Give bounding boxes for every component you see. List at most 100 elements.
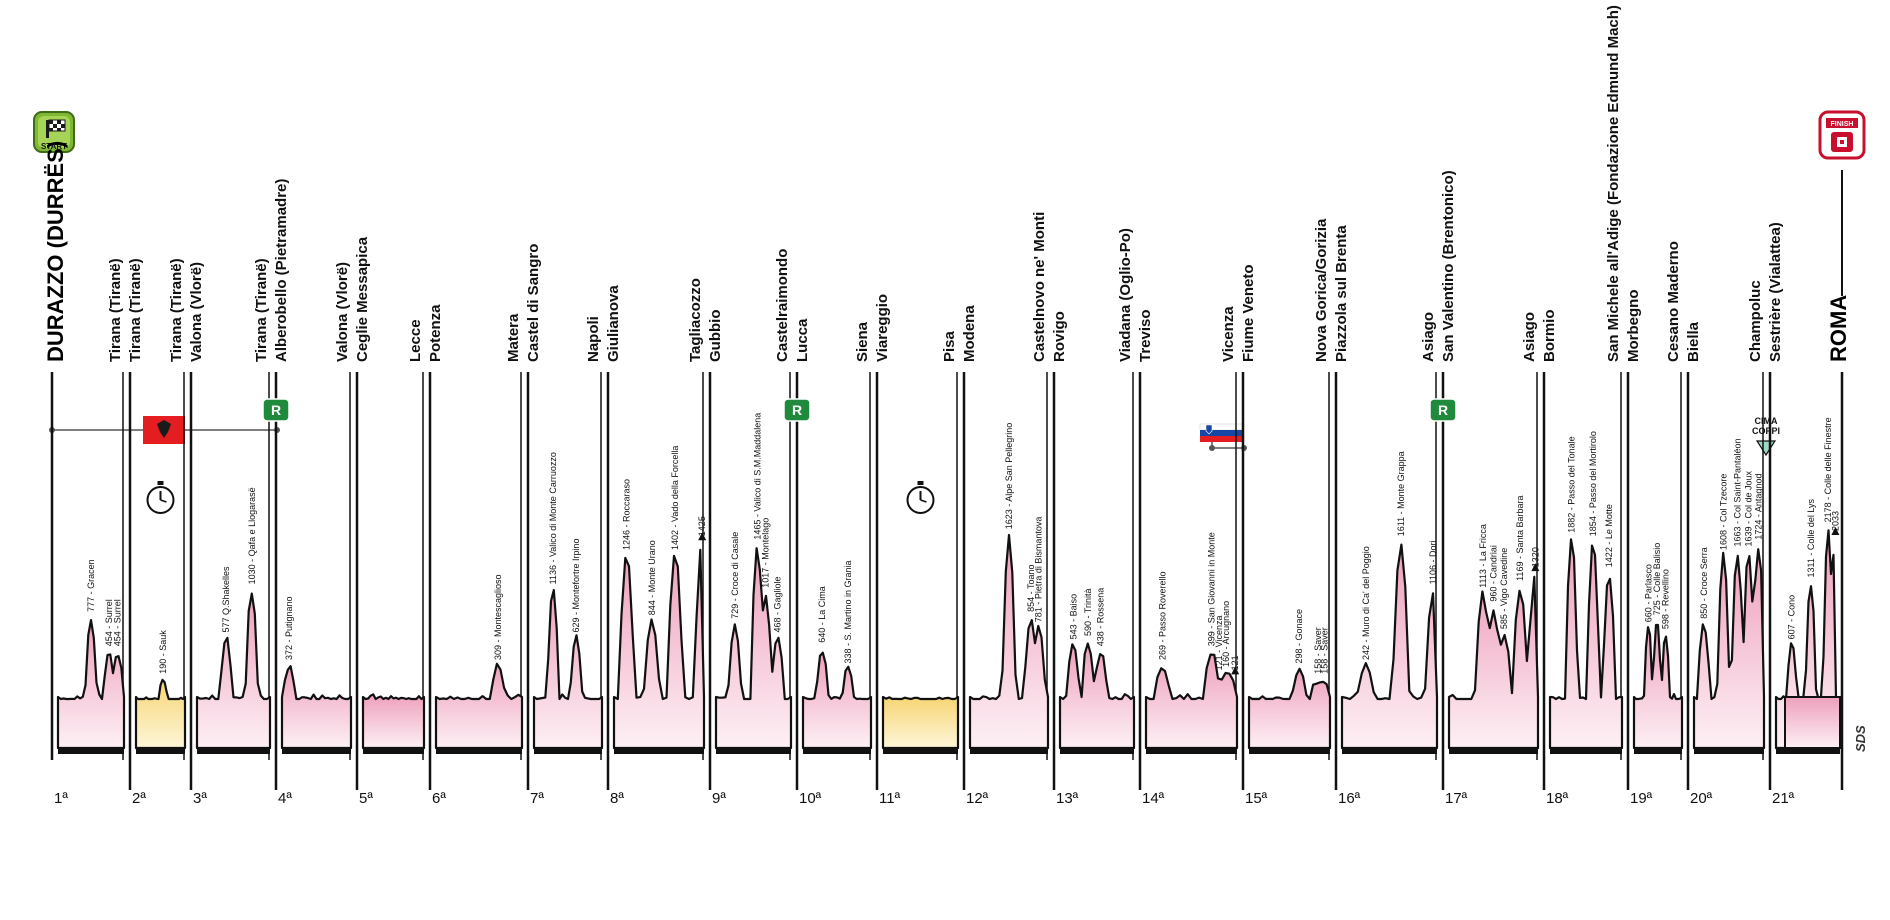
summit-arrow-icon	[1531, 563, 1540, 572]
climb-label: 1611 - Monte Grappa	[1396, 451, 1406, 536]
climb-label: 399 - San Giovanni in Monte	[1207, 532, 1217, 646]
climb-label: 242 - Muro di Ca' del Poggio	[1361, 546, 1371, 660]
climb-label: 1246 - Roccaraso	[622, 479, 632, 550]
stage-number: 16ª	[1338, 790, 1361, 807]
climb-label: 269 - Passo Roverello	[1157, 571, 1167, 660]
climb-label: 1106 - Dori	[1428, 541, 1438, 585]
stage-number: 11ª	[879, 790, 901, 807]
climb-label: 1030 - Qafa e Llogarasë	[247, 487, 257, 584]
stage-finish-town: Castelnovo ne' Monti	[1031, 212, 1048, 362]
stage-number: 14ª	[1142, 790, 1165, 807]
stage-profile	[134, 678, 187, 750]
cima-triangle-icon	[1755, 440, 1777, 457]
stage-finish-town: Viadana (Oglio-Po)	[1117, 228, 1134, 362]
climb-label: 577 Q.Shakelles	[221, 566, 231, 633]
stage-profile	[1058, 642, 1136, 750]
stage-number: 6ª	[432, 790, 446, 807]
stage-13: 543 - Baiso 590 - Trinità 438 - Rossena 13ª	[1056, 372, 1142, 807]
stage-start-town: San Valentino (Brentonico)	[1440, 170, 1457, 362]
climb-label: 598 - Revellino	[1661, 569, 1671, 629]
stage-finish-town: Matera	[505, 313, 522, 362]
stage-baseline	[970, 748, 1048, 754]
climb-label: 543 - Baiso	[1068, 594, 1078, 640]
stage-7: 1136 - Valico di Monte Carruozzo 629 - Mo…	[530, 372, 610, 807]
rest-day-label: R	[1438, 402, 1448, 418]
stage-profile	[195, 592, 272, 750]
rest-day-label: R	[792, 402, 802, 418]
climb-label: 1882 - Passo del Tonale	[1567, 436, 1577, 532]
stage-profile	[434, 662, 524, 750]
climb-label: 1663 - Col Saint-Pantaléon	[1732, 438, 1742, 546]
stage-baseline	[1550, 748, 1622, 754]
climb-label: 1320	[1530, 547, 1540, 567]
stage-finish-town: Asiago	[1420, 312, 1437, 362]
stage-finish-town: Tirana (Tiranë)	[253, 258, 270, 362]
sds-logo: SDS	[1853, 725, 1868, 752]
stage-number: 9ª	[712, 790, 726, 807]
stage-number: 5ª	[359, 790, 373, 807]
climb-label: 1639 - Col de Joux	[1744, 470, 1754, 546]
stage-profile	[968, 533, 1050, 750]
climb-label: 1169 - Santa Barbara	[1515, 496, 1525, 581]
stage-baseline	[1694, 748, 1764, 754]
stage-14: 269 - Passo Roverello 399 - San Giovanni …	[1142, 372, 1245, 807]
stage-baseline	[197, 748, 270, 754]
stage-baseline	[136, 748, 185, 754]
stage-number: 1ª	[54, 790, 68, 807]
climb-label: 454 - Surrel	[112, 599, 122, 646]
climb-label: 372 - Putignano	[284, 596, 294, 660]
climb-label: 1623 - Alpe San Pellegrino	[1004, 423, 1014, 530]
stage-finish-town: Tirana (Tiranë)	[107, 258, 124, 362]
stage-baseline	[883, 748, 958, 754]
checkered-flag-icon	[46, 119, 66, 138]
stage-number: 4ª	[278, 790, 292, 807]
stage-finish-town: Vicenza	[1220, 306, 1237, 362]
stage-profile	[532, 589, 604, 750]
slovenia-flag-group	[1199, 423, 1247, 451]
stage-profile	[1692, 548, 1766, 750]
stage-profile	[714, 547, 793, 750]
stage-start-town: Rovigo	[1051, 311, 1068, 362]
stopwatch-icon	[906, 481, 935, 514]
stage-profile	[1548, 538, 1624, 750]
climb-label: 298 - Gonace	[1294, 609, 1304, 664]
stage-finish-town: Valona (Vlorë)	[334, 262, 351, 362]
climb-label: 854 - Toano	[1026, 565, 1036, 612]
summit-arrow-icon	[698, 532, 707, 541]
stage-number: 20ª	[1690, 790, 1713, 807]
stage-finish-town: Lecce	[407, 319, 424, 362]
stage-4: 372 - Putignano 4ª R	[262, 372, 359, 807]
stage-number: 8ª	[610, 790, 624, 807]
climb-label: 2178 - Colle delle Finestre	[1823, 417, 1833, 522]
climb-label: 590 - Trinità	[1083, 588, 1093, 636]
stage-profile	[1340, 543, 1439, 750]
stage-finish-town: Tagliacozzo	[687, 278, 704, 362]
summit-arrow-icon	[1231, 666, 1240, 675]
climb-label: 607 - Cono	[1787, 595, 1797, 640]
stage-11: 11ª	[879, 372, 966, 807]
stage-baseline	[1342, 748, 1437, 754]
climb-label: 1422 - Le Motte	[1604, 504, 1614, 567]
finish-town-label: ROMA	[1826, 295, 1851, 362]
climb-label: 121 - Vicenza	[1214, 616, 1224, 671]
stage-baseline	[282, 748, 351, 754]
climb-label: 1113 - La Fricca	[1478, 524, 1488, 588]
finish-flag-icon	[1831, 132, 1853, 152]
stage-number: 18ª	[1546, 790, 1569, 807]
stage-8: 1246 - Roccaraso 844 - Monte Urano 1402 - …	[610, 372, 712, 807]
finish-badge: FINISH	[1818, 110, 1866, 160]
stage-profile	[361, 693, 426, 750]
stage-baseline	[1146, 748, 1237, 754]
climb-label: 2033	[1830, 511, 1840, 531]
stage-profile	[1144, 653, 1239, 750]
climb-label: 1425	[697, 516, 707, 536]
stage-number: 10ª	[799, 790, 822, 807]
climb-label: 1402 - Vado della Forcella	[670, 446, 680, 550]
stage-start-town: Modena	[961, 305, 978, 362]
stage-start-town: Alberobello (Pietramadre)	[273, 179, 290, 362]
stage-start-town: Lucca	[794, 318, 811, 362]
climb-label: 781 - Pietra di Bismantova	[1034, 517, 1044, 623]
stage-start-town: Viareggio	[874, 294, 891, 362]
